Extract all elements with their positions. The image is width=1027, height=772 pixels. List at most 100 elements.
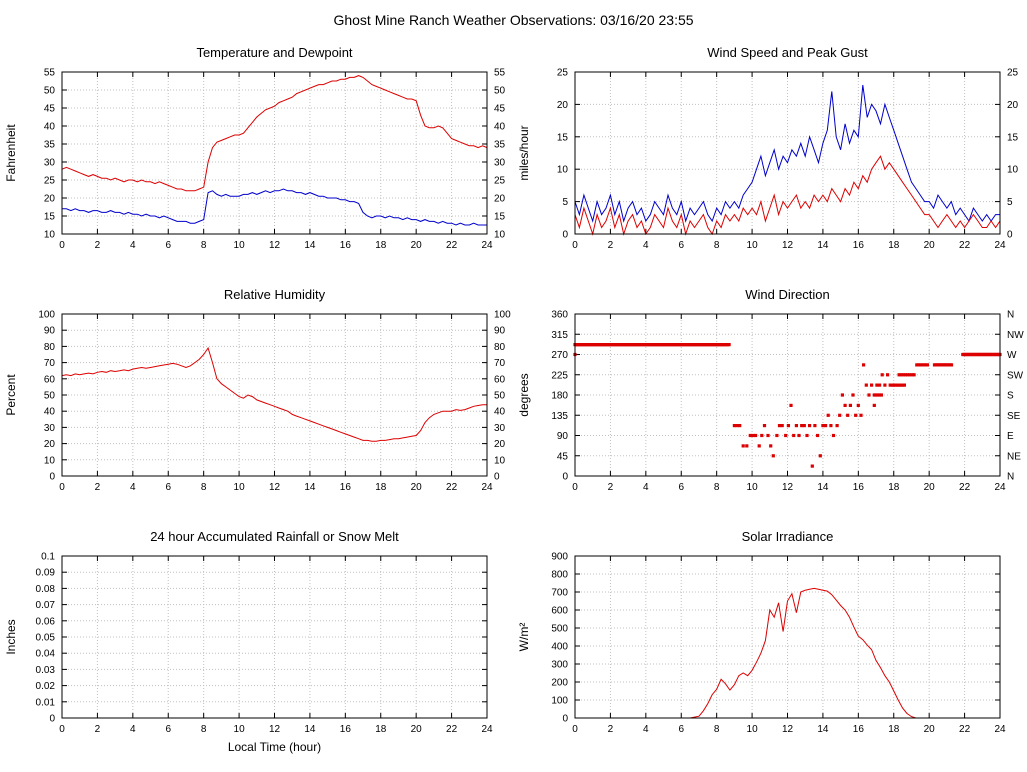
svg-text:2: 2 <box>608 240 614 251</box>
x-axis-label: Local Time (hour) <box>228 740 321 754</box>
svg-text:SW: SW <box>1007 370 1024 381</box>
series-group <box>61 346 487 442</box>
svg-text:2: 2 <box>608 724 614 735</box>
svg-text:16: 16 <box>340 482 352 493</box>
axis-ticks <box>574 555 1001 719</box>
svg-text:25: 25 <box>1007 68 1019 79</box>
svg-text:225: 225 <box>551 370 568 381</box>
svg-text:0: 0 <box>59 482 65 493</box>
svg-text:20: 20 <box>924 724 936 735</box>
svg-text:12: 12 <box>269 482 281 493</box>
y-axis-label: W/m² <box>517 623 531 652</box>
svg-text:NE: NE <box>1007 451 1021 462</box>
series-group <box>573 343 1002 468</box>
svg-text:22: 22 <box>959 482 971 493</box>
svg-text:8: 8 <box>714 482 720 493</box>
svg-text:70: 70 <box>44 358 56 369</box>
svg-text:500: 500 <box>551 624 568 635</box>
svg-text:14: 14 <box>817 240 829 251</box>
svg-text:20: 20 <box>44 194 56 205</box>
svg-text:20: 20 <box>494 439 506 450</box>
series-dewpoint <box>62 188 487 226</box>
svg-text:16: 16 <box>853 240 865 251</box>
svg-text:24: 24 <box>481 724 493 735</box>
svg-text:60: 60 <box>494 374 506 385</box>
svg-text:16: 16 <box>853 482 865 493</box>
svg-text:360: 360 <box>551 310 568 321</box>
plot-border <box>574 71 1001 235</box>
svg-text:8: 8 <box>714 240 720 251</box>
series-relative-humidity <box>61 346 487 442</box>
rainfall-plot: 0 0.01 0.02 0.03 0.04 0.05 0.06 0.07 0.08 0.09 0.1… <box>4 529 493 754</box>
svg-text:24: 24 <box>994 724 1006 735</box>
plot-border <box>61 71 488 235</box>
svg-text:80: 80 <box>44 342 56 353</box>
tick-labels: 0 0.01 0.02 0.03 0.04 0.05 0.06 0.07 0.08 0.09 0.1… <box>36 552 493 736</box>
svg-text:40: 40 <box>494 407 506 418</box>
svg-text:22: 22 <box>446 240 458 251</box>
svg-text:6: 6 <box>165 482 171 493</box>
svg-text:20: 20 <box>924 240 936 251</box>
svg-text:10: 10 <box>747 724 759 735</box>
svg-text:30: 30 <box>44 423 56 434</box>
svg-text:18: 18 <box>375 240 387 251</box>
svg-text:5: 5 <box>562 197 568 208</box>
svg-text:100: 100 <box>38 310 55 321</box>
svg-text:35: 35 <box>494 140 506 151</box>
svg-text:16: 16 <box>340 240 352 251</box>
svg-text:100: 100 <box>494 310 511 321</box>
svg-text:0: 0 <box>59 724 65 735</box>
svg-text:4: 4 <box>643 240 649 251</box>
svg-text:8: 8 <box>714 724 720 735</box>
plot-border <box>574 313 1001 477</box>
gridlines <box>62 72 487 234</box>
page-title: Ghost Mine Ranch Weather Observations: 0… <box>333 12 694 28</box>
svg-text:90: 90 <box>44 326 56 337</box>
svg-text:900: 900 <box>551 552 568 563</box>
svg-text:2: 2 <box>608 482 614 493</box>
svg-text:10: 10 <box>747 240 759 251</box>
series-temperature <box>61 75 488 192</box>
svg-text:0: 0 <box>562 230 568 241</box>
svg-text:60: 60 <box>44 374 56 385</box>
svg-text:10: 10 <box>44 230 56 241</box>
series-wind-direction <box>573 343 1002 468</box>
chart-solar-irradiance: 0 100 200 300 400 500 600 700 800 900 0 2 4 6 8 10 12 14 1… <box>513 516 1026 758</box>
svg-text:50: 50 <box>494 391 506 402</box>
svg-text:18: 18 <box>888 724 900 735</box>
svg-text:0.07: 0.07 <box>36 600 56 611</box>
svg-text:22: 22 <box>446 724 458 735</box>
svg-text:N: N <box>1007 472 1014 483</box>
svg-text:20: 20 <box>924 482 936 493</box>
chart-title: Temperature and Dewpoint <box>196 45 352 60</box>
gridlines <box>575 556 1000 718</box>
gridlines <box>575 72 1000 234</box>
chart-relative-humidity: 0 0 10 10 20 20 30 30 40 40 50 50 60 60 70 70 80 80 90 90 10… <box>0 274 513 516</box>
svg-text:400: 400 <box>551 642 568 653</box>
svg-text:30: 30 <box>44 158 56 169</box>
svg-text:45: 45 <box>44 104 56 115</box>
svg-text:12: 12 <box>269 240 281 251</box>
svg-text:22: 22 <box>959 240 971 251</box>
svg-text:10: 10 <box>234 482 246 493</box>
svg-text:14: 14 <box>304 724 316 735</box>
svg-text:10: 10 <box>234 724 246 735</box>
svg-text:10: 10 <box>44 455 56 466</box>
svg-text:0: 0 <box>59 240 65 251</box>
svg-text:6: 6 <box>678 724 684 735</box>
chart-title: Wind Speed and Peak Gust <box>707 45 868 60</box>
svg-text:14: 14 <box>304 482 316 493</box>
svg-text:22: 22 <box>446 482 458 493</box>
svg-text:20: 20 <box>494 194 506 205</box>
svg-text:0.05: 0.05 <box>36 633 56 644</box>
svg-text:0.03: 0.03 <box>36 665 56 676</box>
svg-text:4: 4 <box>643 482 649 493</box>
svg-text:6: 6 <box>678 240 684 251</box>
svg-text:800: 800 <box>551 570 568 581</box>
svg-text:0: 0 <box>49 472 55 483</box>
